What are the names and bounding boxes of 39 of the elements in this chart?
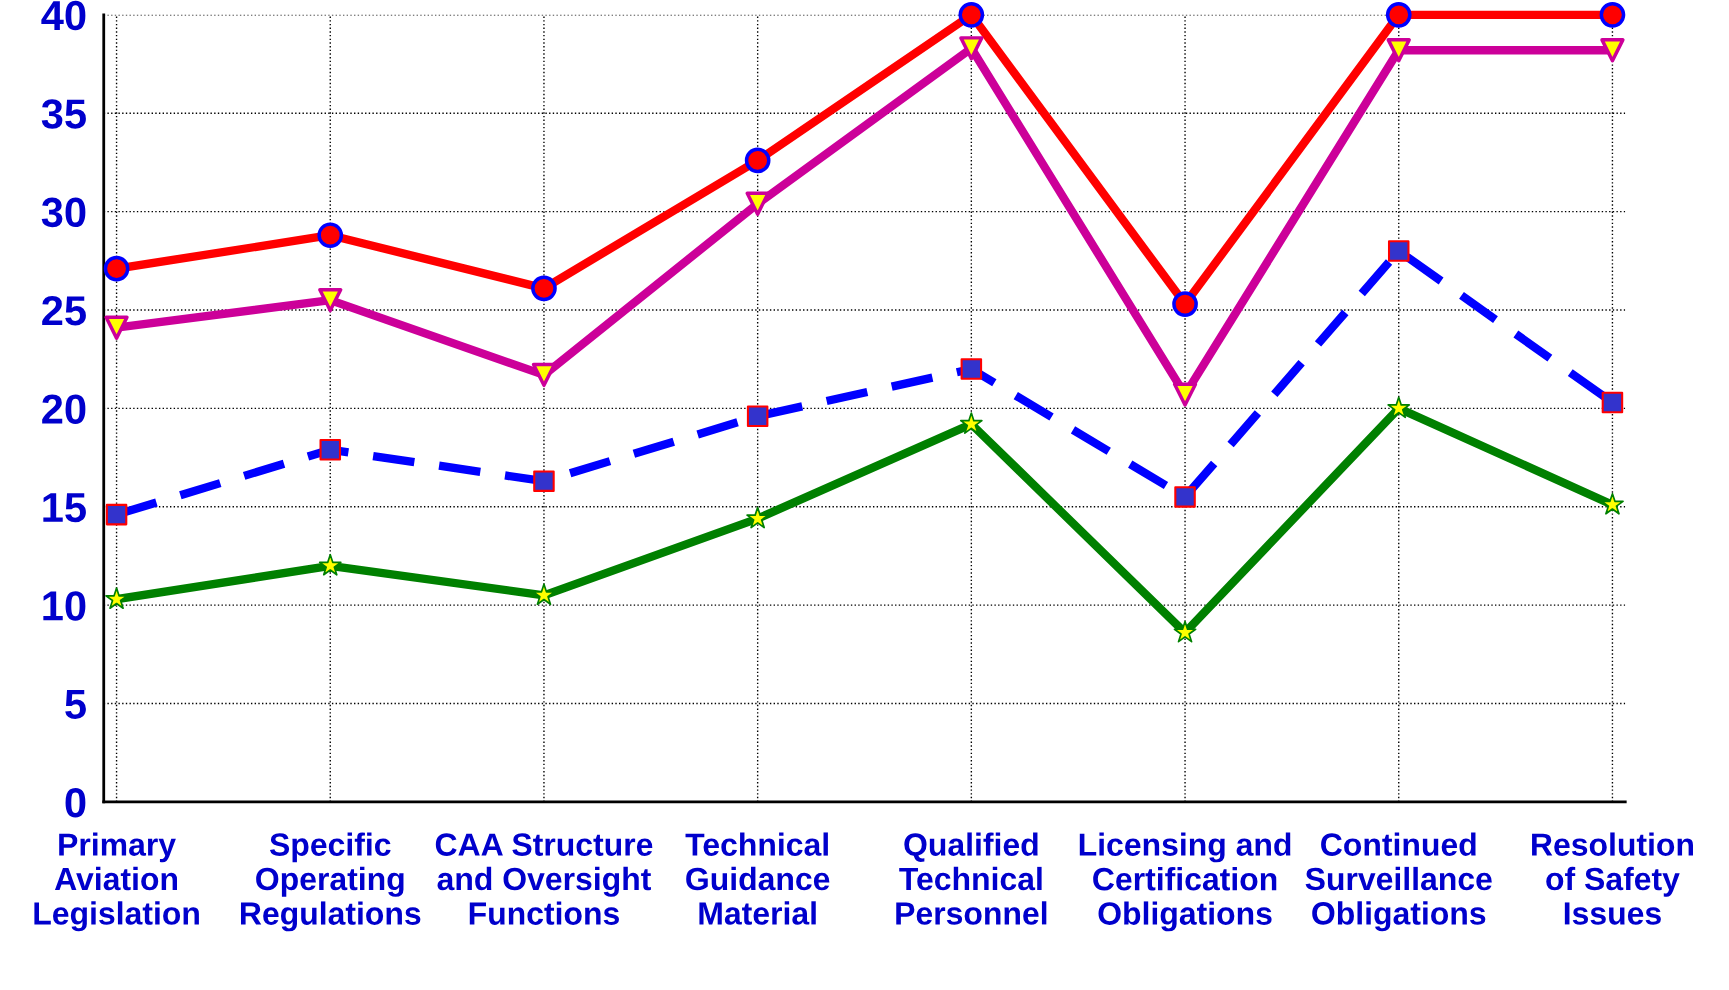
point — [1173, 620, 1197, 643]
point — [318, 288, 343, 313]
point — [318, 553, 342, 576]
y-tick-label: 0 — [65, 787, 86, 818]
point — [959, 36, 984, 61]
y-tick-label: 40 — [41, 0, 86, 31]
point — [103, 255, 130, 282]
point — [1172, 291, 1198, 317]
point — [1387, 396, 1411, 419]
point — [1599, 2, 1626, 28]
point — [1385, 2, 1412, 28]
y-tick-label: 25 — [42, 296, 86, 326]
point — [744, 147, 771, 174]
point — [531, 275, 557, 302]
point — [104, 315, 129, 340]
y-tick-label: 5 — [65, 689, 86, 720]
point — [1601, 492, 1624, 515]
point — [105, 587, 128, 610]
y-tick-label: 20 — [42, 394, 86, 424]
x-tick-label: Technical Guidance Material — [685, 832, 830, 925]
x-tick-label: Resolution of Safety Issues — [1532, 832, 1693, 925]
point — [1600, 38, 1625, 63]
x-tick-label: Licensing and Certification Obligations — [1079, 832, 1291, 932]
x-tick-label: CAA Structure and Oversight Functions — [435, 833, 653, 925]
y-tick-label: 30 — [41, 197, 86, 228]
x-tick-label: Qualified Technical Personnel — [896, 832, 1047, 925]
x-tick-label: Primary Aviation Legislation — [34, 832, 199, 932]
point — [1386, 38, 1411, 63]
point — [317, 222, 344, 249]
y-tick-label: 10 — [43, 591, 86, 621]
point — [959, 412, 983, 434]
y-tick-label: 15 — [43, 493, 86, 523]
x-tick-label: Specific Operating Regulations — [241, 832, 421, 932]
y-tick-label: 35 — [41, 99, 86, 129]
point — [745, 191, 770, 216]
point — [1172, 382, 1198, 407]
x-tick-label: Continued Surveillance Obligations — [1305, 832, 1492, 932]
point — [958, 2, 985, 28]
point — [531, 362, 557, 388]
